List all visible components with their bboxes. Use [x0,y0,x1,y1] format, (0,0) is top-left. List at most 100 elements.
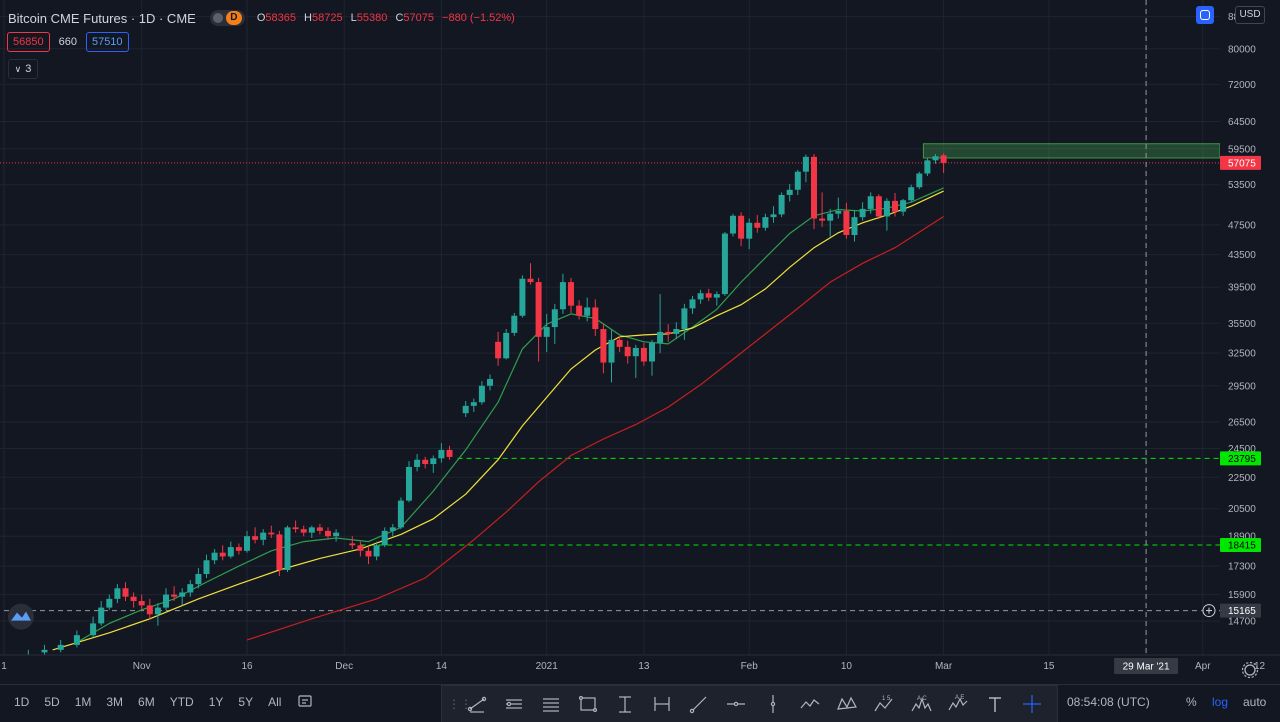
logo-mark [11,611,31,621]
candle [802,154,809,183]
candle [762,213,769,231]
auto-scale-toggle[interactable]: auto [1243,695,1267,709]
vertical-line-icon[interactable] [754,689,791,719]
add-alert-plus-icon[interactable] [1202,604,1216,618]
price-chart[interactable]: 8800080000720006450059500535004750043500… [0,0,1280,684]
candle-body [608,339,615,363]
candle-body [892,200,898,212]
candle-body [422,459,429,465]
candle [600,324,607,374]
candle [608,329,615,383]
candle-body [462,405,469,414]
buy-button[interactable]: 57510 [85,32,129,52]
utc-clock[interactable]: 08:54:08 (UTC) [1067,695,1150,709]
abcd-pattern-icon[interactable]: 1 5 [865,689,902,719]
indicators-toggle[interactable]: ∨ 3 [8,59,38,79]
horizontal-line-icon[interactable] [717,689,754,719]
sync-icon[interactable] [1196,6,1214,24]
candle-body [721,233,728,295]
path-icon[interactable] [791,689,828,719]
candle-body [495,341,502,359]
range-1m[interactable]: 1M [74,695,92,709]
candle-body [616,339,623,347]
candle [284,525,291,572]
pitchfork-icon[interactable] [495,689,532,719]
candle-body [430,458,437,465]
range-6m[interactable]: 6M [138,695,155,709]
candle-body [624,346,631,357]
channel-icon[interactable] [532,689,569,719]
candle [867,192,874,214]
candle [632,344,639,378]
candle-body [268,532,275,535]
settings-gear-icon[interactable] [1241,661,1259,679]
candle [551,303,558,344]
candle [114,584,121,604]
candle-body [171,594,178,597]
candle [470,398,477,412]
candle [908,184,915,203]
symbol-header: Bitcoin CME Futures · 1D · CME D O58365 … [8,9,515,27]
price-tick-label: 20500 [1228,504,1256,515]
level-18415-tag: 18415 [1228,540,1256,551]
log-scale-toggle[interactable]: log [1212,695,1229,709]
price-tick-label: 29500 [1228,381,1256,392]
trend-lines-icon[interactable] [458,689,495,719]
symbol-title[interactable]: Bitcoin CME Futures · 1D · CME [8,10,196,26]
text-icon[interactable] [976,689,1013,719]
sell-button[interactable]: 56850 [7,32,50,52]
candle-body [146,605,153,615]
range-ytd[interactable]: YTD [169,695,194,709]
price-tick-label: 39500 [1228,283,1256,294]
range-5d[interactable]: 5D [44,695,60,709]
price-tick-label: 24500 [1228,444,1256,455]
currency-button[interactable]: USD [1235,6,1265,24]
candle-body [778,194,785,215]
candle-body [527,278,534,283]
candle-body [446,449,453,457]
price-date-range-icon[interactable] [643,689,680,719]
ray-icon[interactable] [680,689,717,719]
head-shoulders-icon[interactable]: A C [902,689,939,719]
candle-body [300,529,307,533]
compare-range-icon[interactable] [298,694,312,708]
date-range-icon[interactable] [606,689,643,719]
xabcd-pattern-icon[interactable] [828,689,865,719]
candle-body [802,156,809,172]
range-1y[interactable]: 1Y [208,695,224,709]
candle [811,153,817,230]
rectangle-icon[interactable] [569,689,606,719]
candle [292,520,299,533]
range-all[interactable]: All [268,695,282,709]
range-3m[interactable]: 3M [106,695,124,709]
candle [57,640,64,653]
candle [171,586,178,602]
candle-body [333,532,340,537]
price-tick-label: 26500 [1228,418,1256,429]
crosshair-icon[interactable] [1013,689,1050,719]
market-status-pill[interactable]: D [209,10,245,26]
candle [446,445,453,460]
elliott-wave-icon[interactable]: A E [939,689,976,719]
candle [106,594,113,610]
candle [389,523,396,537]
candle-body [414,459,421,467]
candle-body [908,187,915,201]
candle-body [932,156,939,161]
candle [559,273,566,314]
candle [227,541,234,559]
percent-scale-toggle[interactable]: % [1186,695,1197,709]
drag-handle-icon[interactable]: ⋮⋮ [448,697,472,711]
candle [527,263,534,285]
svg-text:A C: A C [917,696,927,702]
candle [673,322,680,339]
candle [851,210,858,242]
range-1d[interactable]: 1D [14,695,30,709]
candle-body [276,534,283,571]
gear-ring [1244,664,1256,676]
candle-body [308,527,315,533]
candle [786,184,793,202]
candle [892,193,898,217]
range-5y[interactable]: 5Y [238,695,254,709]
candle [357,541,364,557]
